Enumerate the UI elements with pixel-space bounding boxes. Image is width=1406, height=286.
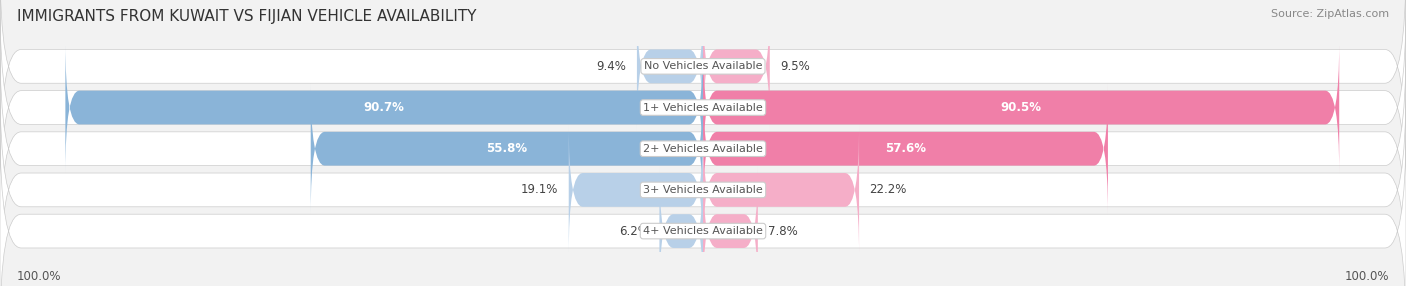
FancyBboxPatch shape [703,83,1108,214]
Text: 9.4%: 9.4% [596,60,627,73]
Text: 7.8%: 7.8% [768,225,799,238]
FancyBboxPatch shape [0,1,1406,214]
Text: 100.0%: 100.0% [17,270,62,283]
Text: 57.6%: 57.6% [884,142,927,155]
FancyBboxPatch shape [703,166,758,286]
FancyBboxPatch shape [0,124,1406,286]
FancyBboxPatch shape [0,0,1406,173]
Text: 90.7%: 90.7% [364,101,405,114]
FancyBboxPatch shape [637,1,703,132]
Text: 6.2%: 6.2% [619,225,650,238]
Text: IMMIGRANTS FROM KUWAIT VS FIJIAN VEHICLE AVAILABILITY: IMMIGRANTS FROM KUWAIT VS FIJIAN VEHICLE… [17,9,477,23]
Text: 100.0%: 100.0% [1344,270,1389,283]
Text: 1+ Vehicles Available: 1+ Vehicles Available [643,103,763,112]
FancyBboxPatch shape [568,124,703,255]
FancyBboxPatch shape [311,83,703,214]
Text: 2+ Vehicles Available: 2+ Vehicles Available [643,144,763,154]
FancyBboxPatch shape [703,1,770,132]
FancyBboxPatch shape [0,42,1406,255]
FancyBboxPatch shape [65,42,703,173]
Text: 90.5%: 90.5% [1001,101,1042,114]
FancyBboxPatch shape [659,166,703,286]
Text: 9.5%: 9.5% [780,60,810,73]
Text: 3+ Vehicles Available: 3+ Vehicles Available [643,185,763,195]
FancyBboxPatch shape [0,83,1406,286]
Text: 4+ Vehicles Available: 4+ Vehicles Available [643,226,763,236]
Text: No Vehicles Available: No Vehicles Available [644,61,762,71]
Text: 22.2%: 22.2% [869,183,907,196]
Text: 55.8%: 55.8% [486,142,527,155]
Text: Source: ZipAtlas.com: Source: ZipAtlas.com [1271,9,1389,19]
FancyBboxPatch shape [703,42,1340,173]
Text: 19.1%: 19.1% [520,183,558,196]
FancyBboxPatch shape [703,124,859,255]
